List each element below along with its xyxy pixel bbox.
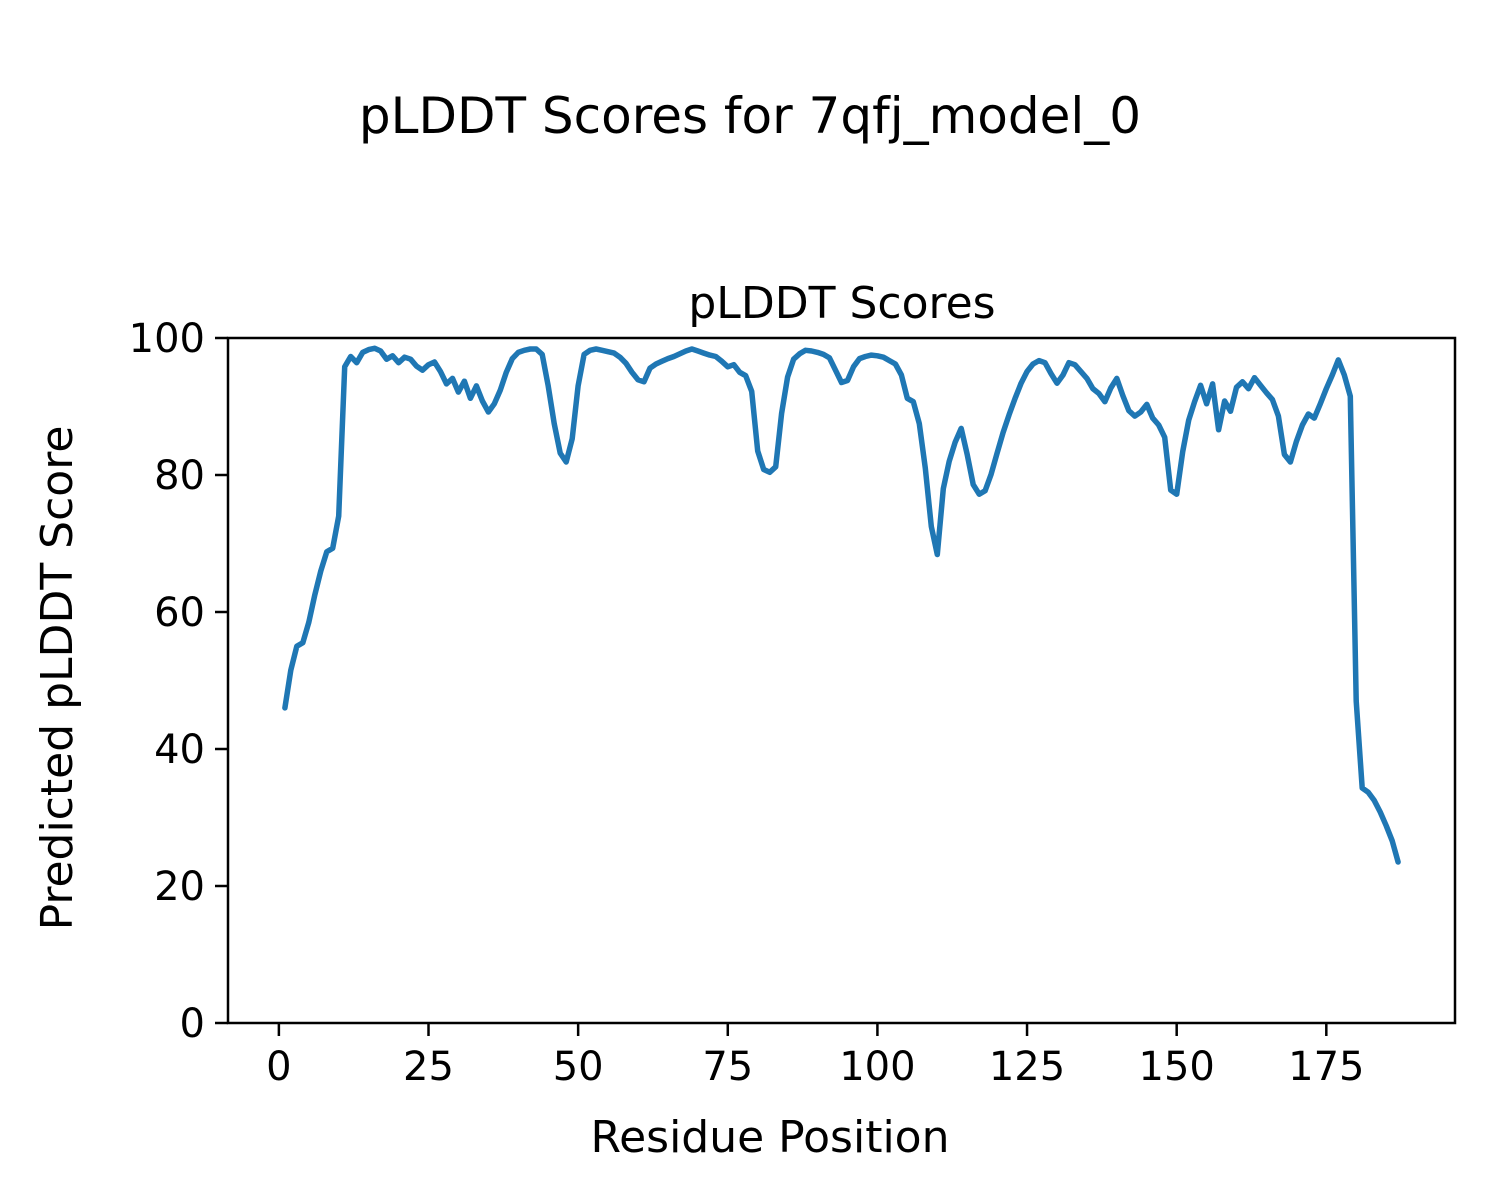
x-tick-label: 25 bbox=[403, 1044, 454, 1090]
x-tick-label: 0 bbox=[266, 1044, 291, 1090]
y-axis-label: Predicted pLDDT Score bbox=[32, 426, 83, 931]
y-tick-label: 60 bbox=[154, 590, 205, 636]
plddt-series-line bbox=[282, 345, 1401, 865]
x-tick-label: 75 bbox=[702, 1044, 753, 1090]
x-axis-label: Residue Position bbox=[590, 1112, 949, 1163]
y-tick-label: 80 bbox=[154, 453, 205, 499]
x-tick-label: 100 bbox=[839, 1044, 915, 1090]
plot-area: 0 25 50 75 100 125 150 175 0 20 40 60 80 100 bbox=[129, 316, 1457, 1090]
y-tick-label: 40 bbox=[154, 727, 205, 773]
y-tick-label: 0 bbox=[180, 1001, 205, 1047]
y-tick-label: 100 bbox=[129, 316, 205, 362]
axes-spines bbox=[226, 336, 1457, 1025]
y-tick-label: 20 bbox=[154, 864, 205, 910]
figure-suptitle: pLDDT Scores for 7qfj_model_0 bbox=[359, 87, 1141, 145]
x-tick-label: 175 bbox=[1288, 1044, 1364, 1090]
axes-title: pLDDT Scores bbox=[688, 278, 995, 329]
x-tick-label: 125 bbox=[989, 1044, 1065, 1090]
x-tick-label: 150 bbox=[1139, 1044, 1215, 1090]
x-tick-label: 50 bbox=[553, 1044, 604, 1090]
